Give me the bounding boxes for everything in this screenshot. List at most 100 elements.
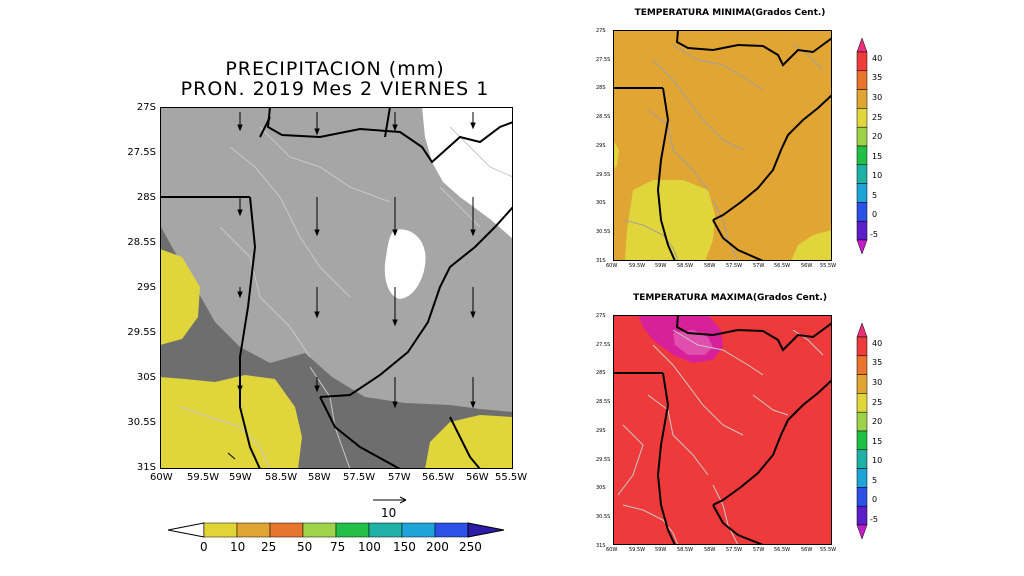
precip-x-tick: 57.5W: [343, 472, 376, 483]
colorbar-bottom-triangle: [856, 524, 868, 539]
tmax-map: [613, 315, 832, 545]
precip-colorbar-label: 150: [393, 540, 416, 554]
temp-colorbar-cell: [856, 468, 868, 488]
precip-colorbar-cell: [269, 522, 304, 538]
precip-colorbar-cell: [434, 522, 469, 538]
precip-colorbar-label: 250: [459, 540, 482, 554]
tmax-y-tick: 31S: [596, 543, 606, 549]
temp-colorbar-cell: [856, 336, 868, 357]
temp-colorbar-cell: [856, 487, 868, 507]
wind-vector-head: [392, 229, 398, 237]
temp-colorbar-cell: [856, 126, 868, 147]
precip-colorbar-label: 0: [200, 540, 208, 554]
precip-colorbar: [168, 522, 505, 538]
wind-vector-head: [237, 209, 243, 217]
tmax-y-tick: 29.5S: [596, 457, 611, 463]
tmin-colorbar-label: 5: [872, 191, 878, 200]
tmax-y-tick: 28S: [596, 370, 606, 376]
wind-vector-head: [314, 229, 320, 237]
tmax-y-tick: 27S: [596, 313, 606, 319]
precip-x-tick: 56W: [466, 472, 489, 483]
precip-y-tick: 28.5S: [127, 237, 156, 248]
precip-y-tick: 27S: [136, 102, 156, 113]
tmax-y-tick: 30S: [596, 485, 606, 491]
tmin-y-tick: 29.5S: [596, 172, 611, 178]
precip-x-tick: 55.5W: [495, 472, 528, 483]
wind-vector-head: [470, 401, 476, 409]
tmin-colorbar-label: 10: [872, 171, 883, 180]
temp-colorbar-cell: [856, 89, 868, 109]
wind-vector-head: [237, 124, 243, 132]
precip-colorbar-cell: [302, 522, 337, 538]
tmin-colorbar-label: 30: [872, 93, 883, 102]
wind-vector-head: [470, 229, 476, 237]
tmin-colorbar: [856, 38, 868, 254]
tmin-y-tick: 31S: [596, 258, 606, 264]
tmax-colorbar-label: 0: [872, 495, 878, 504]
temp-colorbar-cell: [856, 393, 868, 413]
tmax-x-tick: 58W: [704, 547, 716, 553]
precip-y-tick: 31S: [136, 462, 156, 473]
tmax-x-tick: 56.5W: [774, 547, 791, 553]
temp-colorbar-cell: [856, 108, 868, 128]
tmax-x-tick: 55.5W: [820, 547, 837, 553]
precip-x-tick: 56.5W: [422, 472, 455, 483]
tmax-colorbar-label: 10: [872, 456, 883, 465]
tmax-x-tick: 57.5W: [726, 547, 743, 553]
temp-colorbar-cell: [856, 70, 868, 90]
precip-y-tick: 29.5S: [127, 327, 156, 338]
precip-colorbar-cell: [236, 522, 271, 538]
precip-colorbar-cell: [368, 522, 403, 538]
tmax-y-tick: 27.5S: [596, 342, 611, 348]
tmax-y-tick: 30.5S: [596, 514, 611, 520]
tmin-y-tick: 28S: [596, 85, 606, 91]
tmax-colorbar-label: 40: [872, 339, 883, 348]
wind-vector-head: [237, 291, 243, 299]
precip-colorbar-label: 200: [426, 540, 449, 554]
temp-colorbar-cell: [856, 449, 868, 469]
temp-colorbar-cell: [856, 355, 868, 375]
tmin-x-tick: 55.5W: [820, 263, 837, 269]
precip-colorbar-label: 25: [261, 540, 277, 554]
tmax-colorbar-label: 5: [872, 476, 878, 485]
temp-colorbar-cell: [856, 145, 868, 166]
tmin-colorbar-label: 15: [872, 152, 883, 161]
vector-reference-label: 10: [381, 506, 397, 520]
precip-colorbar-label: 100: [358, 540, 381, 554]
tmin-x-tick: 58.5W: [677, 263, 694, 269]
tmax-colorbar-label: 25: [872, 398, 883, 407]
precip-colorbar-cell: [203, 522, 238, 538]
tmin-colorbar-label: 20: [872, 132, 883, 141]
tmin-x-tick: 59W: [655, 263, 667, 269]
precip-colorbar-label: 10: [230, 540, 246, 554]
precip-colorbar-cell: [335, 522, 370, 538]
precip-x-tick: 58.5W: [265, 472, 298, 483]
precip-colorbar-label: 75: [330, 540, 346, 554]
precip-x-tick: 57W: [388, 472, 411, 483]
temp-colorbar-cell: [856, 374, 868, 394]
tmin-map: [613, 30, 832, 261]
tmax-x-tick: 59.5W: [629, 547, 646, 553]
wind-vector-head: [470, 311, 476, 319]
precip-x-tick: 60W: [150, 472, 173, 483]
precip-title-line1: PRECIPITACION (mm): [225, 58, 445, 80]
wind-vector-head: [314, 311, 320, 319]
wind-vector-head: [237, 385, 243, 393]
precip-colorbar-cell: [401, 522, 436, 538]
vector-reference-arrow: [373, 496, 407, 504]
tmin-colorbar-label: 0: [872, 210, 878, 219]
tmin-x-tick: 56W: [801, 263, 813, 269]
tmax-y-tick: 29S: [596, 428, 606, 434]
wind-vector-head: [314, 385, 320, 393]
precip-map: [160, 107, 513, 469]
precip-y-tick: 30S: [136, 372, 156, 383]
tmax-x-tick: 56W: [801, 547, 813, 553]
precip-y-tick: 27.5S: [127, 147, 156, 158]
colorbar-top-triangle: [856, 323, 868, 338]
precip-x-tick: 59W: [229, 472, 252, 483]
tmin-colorbar-label: 40: [872, 54, 883, 63]
tmin-y-tick: 30.5S: [596, 229, 611, 235]
tmin-y-tick: 27S: [596, 28, 606, 34]
tmin-x-tick: 57W: [753, 263, 765, 269]
tmin-y-tick: 30S: [596, 200, 606, 206]
